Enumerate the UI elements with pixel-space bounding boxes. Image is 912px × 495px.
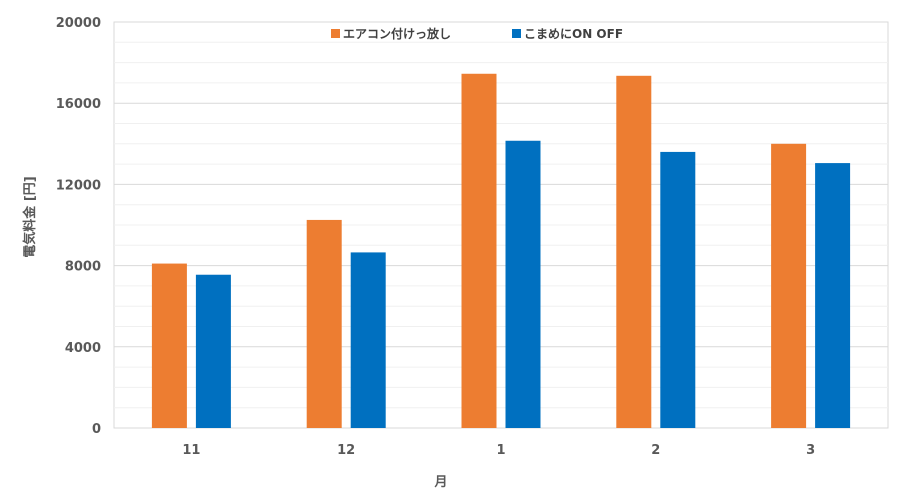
y-tick-label: 16000 xyxy=(56,97,101,112)
legend-label-series-1: エアコン付けっ放し xyxy=(343,26,451,41)
y-axis-title: 電気料金 [円] xyxy=(22,176,38,257)
legend-label-series-2: こまめにON OFF xyxy=(524,27,623,41)
y-tick-label: 4000 xyxy=(65,341,101,356)
major-gridlines xyxy=(114,21,888,429)
bar-series-2-3 xyxy=(815,163,851,428)
x-tick-label: 12 xyxy=(337,443,355,458)
y-tick-label: 0 xyxy=(92,422,101,437)
bar-series-1-2 xyxy=(616,75,652,429)
x-tick-label: 11 xyxy=(182,443,200,458)
bar-series-1-12 xyxy=(306,219,342,428)
legend-swatch-series-2 xyxy=(512,29,521,38)
bar-series-2-1 xyxy=(505,140,541,428)
x-tick-label: 2 xyxy=(651,443,660,458)
legend-item-series-2: こまめにON OFF xyxy=(512,27,623,41)
y-tick-label: 8000 xyxy=(65,260,101,275)
legend: エアコン付けっ放し こまめにON OFF xyxy=(331,26,623,41)
bar-series-1-1 xyxy=(461,73,497,428)
legend-swatch-series-1 xyxy=(331,29,340,38)
bars xyxy=(151,73,851,429)
bar-series-2-12 xyxy=(350,252,386,428)
legend-item-series-1: エアコン付けっ放し xyxy=(331,26,451,41)
y-tick-labels: 0 4000 8000 12000 16000 20000 xyxy=(56,16,101,437)
x-axis-title: 月 xyxy=(433,475,447,490)
y-tick-label: 20000 xyxy=(56,16,101,31)
x-tick-label: 3 xyxy=(806,443,815,458)
bar-series-2-11 xyxy=(195,274,231,428)
minor-gridlines xyxy=(114,41,888,409)
x-tick-labels: 11 12 1 2 3 xyxy=(182,443,815,458)
bar-series-1-11 xyxy=(151,263,187,428)
bar-series-1-3 xyxy=(771,143,807,429)
y-tick-label: 12000 xyxy=(56,178,101,193)
bar-series-2-2 xyxy=(660,151,696,429)
x-tick-label: 1 xyxy=(496,443,505,458)
